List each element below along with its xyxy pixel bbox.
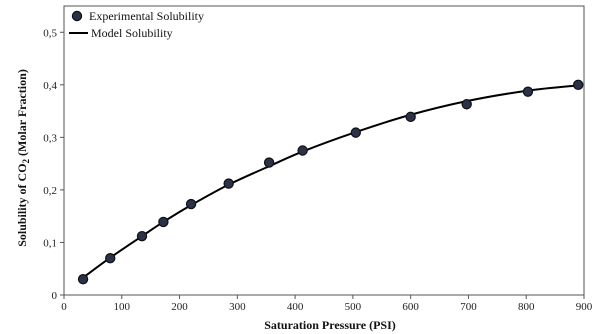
- x-tick-label: 400: [287, 301, 304, 313]
- experimental-point: [185, 198, 197, 210]
- legend-marker-experimental: [71, 10, 83, 22]
- x-tick-label: 0: [61, 301, 67, 313]
- x-axis-title: Saturation Pressure (PSI): [264, 318, 396, 332]
- legend-label-model: Model Solubility: [91, 26, 173, 40]
- x-tick-label: 100: [114, 301, 131, 313]
- y-tick-label: 0,4: [43, 80, 57, 92]
- x-tick-label: 500: [345, 301, 362, 313]
- x-tick-label: 900: [576, 301, 593, 313]
- experimental-point: [158, 216, 169, 228]
- y-tick-label: 0,3: [43, 132, 57, 144]
- y-axis-title-rest: (Molar Fraction): [15, 69, 29, 159]
- experimental-point: [263, 157, 275, 168]
- experimental-point: [77, 274, 89, 285]
- experimental-point: [223, 178, 234, 189]
- y-axis-title: Solubility of CO2 (Molar Fraction): [15, 69, 31, 247]
- experimental-point: [405, 111, 416, 123]
- legend: Experimental Solubility Model Solubility: [69, 9, 204, 40]
- x-tick-label: 600: [402, 301, 419, 313]
- experimental-point: [350, 127, 361, 138]
- x-tick-label: 200: [171, 301, 188, 313]
- experimental-point: [105, 253, 116, 264]
- experimental-point: [136, 230, 148, 242]
- y-tick-label: 0: [52, 290, 58, 302]
- experimental-point: [461, 99, 472, 110]
- x-tick-label: 300: [229, 301, 246, 313]
- x-tick-label: 700: [460, 301, 477, 313]
- legend-label-experimental: Experimental Solubility: [89, 9, 204, 23]
- y-axis-title-main: Solubility of CO: [15, 163, 29, 246]
- y-tick-label: 0,5: [43, 27, 57, 39]
- experimental-point: [297, 145, 308, 156]
- experimental-markers-group: [77, 79, 584, 285]
- y-axis-title-subscript: 2: [21, 158, 31, 163]
- experimental-point: [573, 79, 584, 91]
- y-tick-label: 0,2: [43, 185, 57, 197]
- plot-frame: [63, 5, 585, 296]
- experimental-point: [522, 86, 534, 97]
- x-tick-label: 800: [518, 301, 535, 313]
- y-tick-label: 0,1: [43, 237, 57, 249]
- axes: 0 100 200 300 400 500 600 700 800 900 0 0,1 0,2 0,3 0,…: [43, 5, 593, 313]
